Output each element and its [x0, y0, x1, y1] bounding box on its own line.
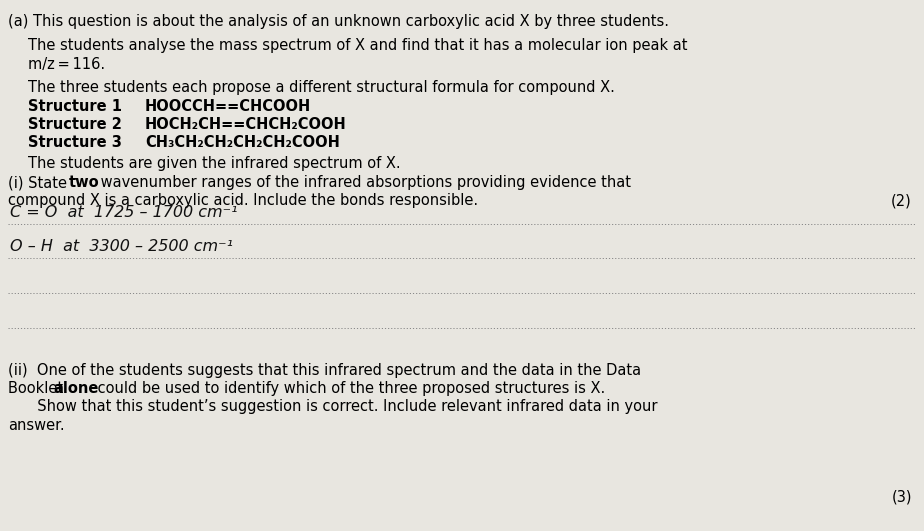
Text: HOCH₂CH==CHCH₂COOH: HOCH₂CH==CHCH₂COOH: [145, 117, 346, 132]
Text: (ii)  One of the students suggests that this infrared spectrum and the data in t: (ii) One of the students suggests that t…: [8, 363, 641, 378]
Text: Structure 1: Structure 1: [28, 99, 122, 114]
Text: HOOCCH==CHCOOH: HOOCCH==CHCOOH: [145, 99, 311, 114]
Text: could be used to identify which of the three proposed structures is X.: could be used to identify which of the t…: [93, 381, 605, 396]
Text: alone: alone: [53, 381, 98, 396]
Text: (a) This question is about the analysis of an unknown carboxylic acid X by three: (a) This question is about the analysis …: [8, 14, 669, 29]
Text: Structure 2: Structure 2: [28, 117, 122, 132]
Text: (2): (2): [892, 193, 912, 208]
Text: (i) State: (i) State: [8, 175, 72, 190]
Text: answer.: answer.: [8, 418, 65, 433]
Text: Booklet: Booklet: [8, 381, 67, 396]
Text: wavenumber ranges of the infrared absorptions providing evidence that: wavenumber ranges of the infrared absorp…: [96, 175, 631, 190]
Text: Show that this student’s suggestion is correct. Include relevant infrared data i: Show that this student’s suggestion is c…: [28, 399, 658, 414]
Text: compound X is a carboxylic acid. Include the bonds responsible.: compound X is a carboxylic acid. Include…: [8, 193, 478, 208]
Text: two: two: [69, 175, 100, 190]
Text: C = O  at  1725 – 1700 cm⁻¹: C = O at 1725 – 1700 cm⁻¹: [10, 205, 237, 220]
Text: CH₃CH₂CH₂CH₂CH₂COOH: CH₃CH₂CH₂CH₂CH₂COOH: [145, 135, 340, 150]
Text: (3): (3): [892, 490, 912, 505]
Text: m/z = 116.: m/z = 116.: [28, 57, 105, 72]
Text: The students analyse the mass spectrum of X and find that it has a molecular ion: The students analyse the mass spectrum o…: [28, 38, 687, 53]
Text: The three students each propose a different structural formula for compound X.: The three students each propose a differ…: [28, 80, 614, 95]
Text: The students are given the infrared spectrum of X.: The students are given the infrared spec…: [28, 156, 401, 171]
Text: Structure 3: Structure 3: [28, 135, 122, 150]
Text: O – H  at  3300 – 2500 cm⁻¹: O – H at 3300 – 2500 cm⁻¹: [10, 239, 233, 254]
